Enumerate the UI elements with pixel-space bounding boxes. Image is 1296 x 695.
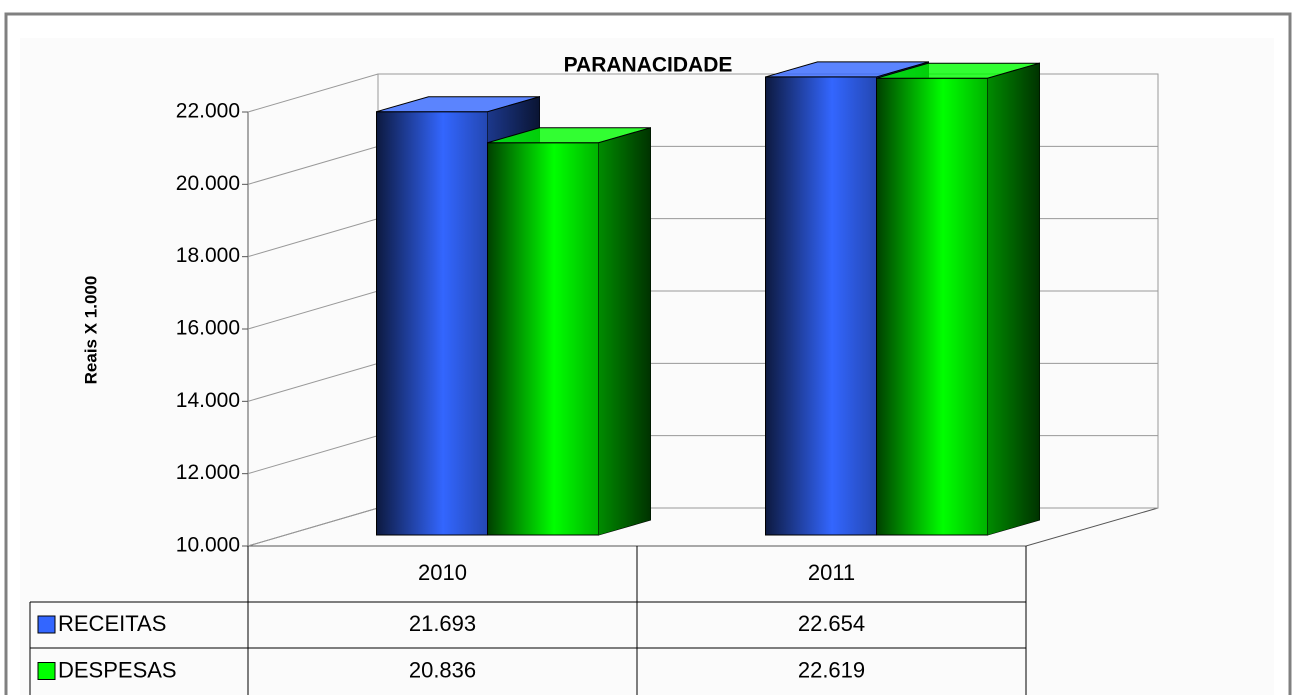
bar-front [876,77,988,536]
bar [876,62,1040,536]
value-label: 22.654 [798,611,865,636]
y-tick-label: 16.000 [176,317,240,340]
bar-top [765,61,929,78]
legend-label: RECEITAS [58,611,166,636]
y-tick-label: 10.000 [176,534,240,557]
bar-top [876,62,1040,79]
value-label: 22.619 [798,657,865,682]
bar-front [487,142,599,536]
y-tick-label: 20.000 [176,172,240,195]
x-tick-label: 2010 [418,560,467,585]
y-tick-label: 22.000 [176,100,240,123]
bar-top [376,96,540,113]
bar [487,127,651,536]
chart-title: PARANACIDADE [564,54,733,77]
legend-label: DESPESAS [58,657,177,682]
y-tick-label: 12.000 [176,461,240,484]
bar-side-shade [598,127,651,535]
y-axis-label: Reais X 1.000 [81,276,100,385]
value-label: 20.836 [409,657,476,682]
y-tick-label: 14.000 [176,389,240,412]
value-label: 21.693 [409,611,476,636]
y-tick-label: 18.000 [176,244,240,267]
bar-top [487,127,651,144]
x-tick-label: 2011 [808,560,855,585]
bar-front [765,76,877,536]
bar-front [376,111,488,536]
legend-swatch [37,615,56,634]
legend-swatch [37,662,56,680]
bar-side-shade [987,63,1040,535]
